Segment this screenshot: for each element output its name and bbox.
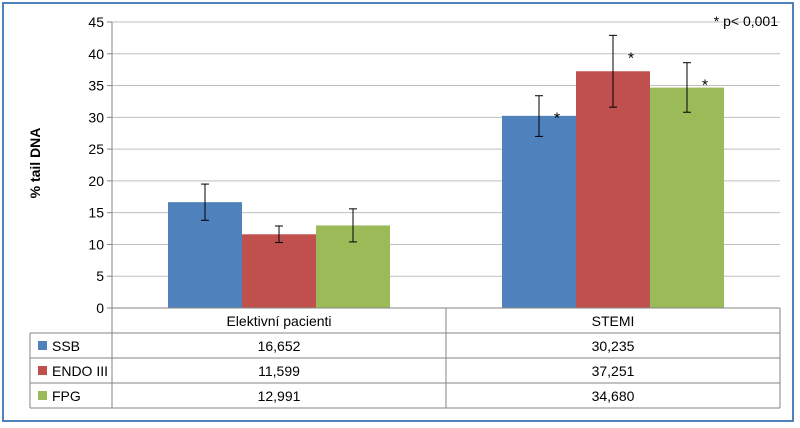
y-tick-label: 15 bbox=[88, 205, 104, 221]
category-label: Elektivní pacienti bbox=[226, 313, 331, 329]
legend-swatch-endo-iii bbox=[38, 366, 47, 375]
table-cell-value: 34,680 bbox=[592, 388, 635, 404]
y-tick-label: 10 bbox=[88, 236, 104, 252]
legend-swatch-ssb bbox=[38, 341, 47, 350]
y-tick-label: 35 bbox=[88, 78, 104, 94]
y-tick-label: 45 bbox=[88, 14, 104, 30]
table-cell-value: 12,991 bbox=[258, 388, 301, 404]
y-tick-label: 30 bbox=[88, 109, 104, 125]
bar-endo-iii-0 bbox=[242, 234, 316, 308]
y-tick-label: 40 bbox=[88, 46, 104, 62]
significance-star: * bbox=[554, 111, 560, 128]
legend-label: SSB bbox=[52, 338, 80, 354]
category-label: STEMI bbox=[592, 313, 635, 329]
significance-note: * p< 0,001 bbox=[714, 13, 778, 29]
data-table: Elektivní pacienti STEMI SSB 16,652 30,235 EN… bbox=[29, 307, 781, 409]
y-tick-label: 0 bbox=[96, 300, 104, 316]
legend-swatch-fpg bbox=[38, 391, 47, 400]
significance-markers: * * * bbox=[554, 50, 708, 127]
y-tick-label: 20 bbox=[88, 173, 104, 189]
table-cell-value: 11,599 bbox=[258, 363, 300, 379]
y-tick-label: 5 bbox=[96, 268, 104, 284]
legend-label: ENDO III bbox=[52, 363, 108, 379]
table-cell-value: 30,235 bbox=[592, 338, 635, 354]
legend-label: FPG bbox=[52, 388, 81, 404]
table-cell-value: 37,251 bbox=[592, 363, 635, 379]
table-cell-value: 16,652 bbox=[258, 338, 301, 354]
bar-ssb-1 bbox=[502, 115, 576, 308]
y-axis: 0 5 10 15 20 25 30 35 40 45 bbox=[88, 14, 113, 316]
significance-star: * bbox=[702, 78, 708, 95]
bar-fpg-1 bbox=[650, 87, 724, 309]
y-tick-label: 25 bbox=[88, 141, 104, 157]
error-bars bbox=[201, 34, 691, 244]
bars bbox=[168, 71, 724, 309]
y-axis-label: % tail DNA bbox=[27, 128, 43, 199]
significance-star: * bbox=[628, 50, 634, 67]
bar-endo-iii-1 bbox=[576, 71, 650, 308]
